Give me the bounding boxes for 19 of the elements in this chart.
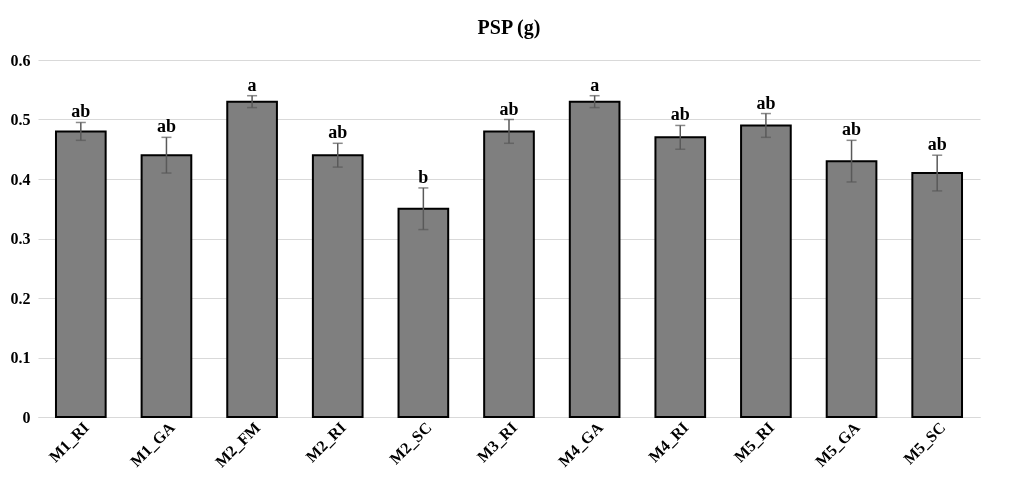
y-tick-label: 0.3	[10, 230, 31, 247]
annotation: a	[590, 74, 600, 95]
annotation: ab	[927, 134, 947, 155]
y-tick-label: 0.6	[10, 51, 31, 69]
annotation: ab	[499, 98, 519, 119]
y-tick-label: 0.2	[10, 289, 31, 307]
annotation: ab	[328, 122, 348, 143]
annotation: ab	[670, 104, 690, 125]
annotation: ab	[156, 116, 176, 137]
annotation: ab	[71, 101, 91, 122]
annotation: b	[418, 166, 429, 187]
annotation: ab	[756, 92, 776, 113]
chart-title: PSP (g)	[477, 16, 541, 39]
y-tick-label: 0.1	[10, 349, 31, 366]
annotation: ab	[842, 119, 862, 140]
y-tick-label: 0.4	[10, 170, 31, 188]
y-tick-label: 0	[22, 408, 31, 426]
y-tick-label: 0.5	[10, 111, 31, 128]
annotation: a	[247, 74, 257, 95]
